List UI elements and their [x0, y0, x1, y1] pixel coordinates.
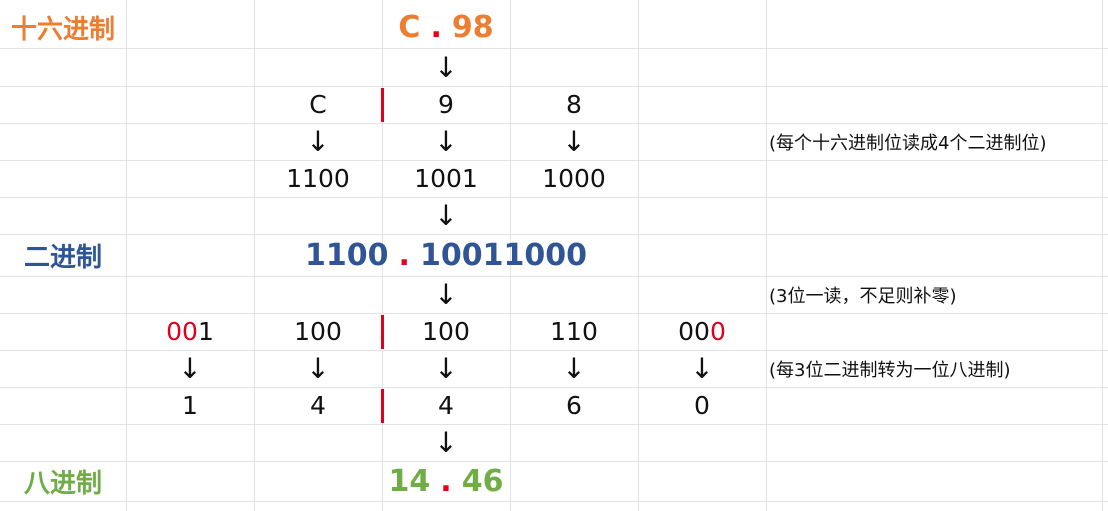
down-arrow: ↓	[434, 426, 458, 459]
oct-digit: 6	[566, 391, 582, 420]
zero-pad: 00	[166, 317, 198, 346]
down-arrow: ↓	[434, 352, 458, 385]
grid-row-line	[0, 234, 1108, 235]
note-hex-to-bin: (每个十六进制位读成4个二进制位)	[769, 132, 1047, 154]
grid-row-line	[0, 387, 1108, 388]
oct-int: 14	[388, 463, 431, 499]
group-digits: 1	[197, 317, 214, 346]
grid-row-line	[0, 350, 1108, 351]
note-bin-to-oct: (每3位二进制转为一位八进制)	[769, 359, 1011, 381]
bin-nibble: 1100	[286, 164, 350, 193]
grid-row-line	[0, 313, 1108, 314]
group-digits: 110	[550, 317, 598, 346]
oct-digit: 0	[694, 391, 710, 420]
grid-row-line	[0, 461, 1108, 462]
down-arrow: ↓	[178, 352, 202, 385]
grid-col-line	[1102, 0, 1103, 511]
bin-frac: 10011000	[419, 237, 587, 273]
oct-digit: 4	[310, 391, 326, 420]
bin-value: 1100 . 10011000	[254, 234, 638, 276]
radix-point-marker	[381, 389, 384, 423]
down-arrow: ↓	[306, 352, 330, 385]
grid-row-line	[0, 123, 1108, 124]
grid-col-line	[382, 0, 383, 511]
down-arrow: ↓	[306, 125, 330, 158]
bin-int: 1100	[305, 237, 389, 273]
grid-row-line	[0, 160, 1108, 161]
grid-col-line	[126, 0, 127, 511]
bin-nibble: 1000	[542, 164, 606, 193]
hex-digit: C	[309, 90, 327, 119]
down-arrow: ↓	[690, 352, 714, 385]
down-arrow: ↓	[434, 199, 458, 232]
hex-frac: 98	[451, 9, 494, 45]
grid-row-line	[0, 197, 1108, 198]
hex-int: C	[398, 9, 421, 45]
down-arrow: ↓	[434, 125, 458, 158]
grid-col-line	[254, 0, 255, 511]
bin-label: 二进制	[23, 242, 102, 273]
grid-row-line	[0, 276, 1108, 277]
bit-group: 110	[510, 313, 638, 350]
grid-row-line	[0, 86, 1108, 87]
group-digits: 00	[678, 317, 710, 346]
grid-row-line	[0, 48, 1108, 49]
note-group: (3位一读，不足则补零)	[769, 285, 957, 307]
grid-row-line	[0, 424, 1108, 425]
zero-pad: 0	[709, 317, 726, 346]
bit-group: 100	[254, 313, 382, 350]
bit-group: 100	[382, 313, 510, 350]
down-arrow: ↓	[562, 125, 586, 158]
oct-label: 八进制	[23, 468, 102, 499]
oct-dot: .	[440, 463, 452, 499]
hex-value: C . 98	[254, 6, 638, 48]
hex-digit: 9	[438, 90, 454, 119]
down-arrow: ↓	[434, 50, 458, 84]
bit-group: 00 1	[126, 313, 254, 350]
group-digits: 100	[422, 317, 470, 346]
group-digits: 100	[294, 317, 342, 346]
hex-label: 十六进制	[10, 14, 115, 45]
grid-col-line	[638, 0, 639, 511]
radix-point-marker	[381, 315, 384, 349]
down-arrow: ↓	[434, 278, 458, 311]
oct-frac: 46	[461, 463, 504, 499]
radix-point-marker	[381, 88, 384, 122]
bin-nibble: 1001	[414, 164, 478, 193]
bin-dot: .	[398, 237, 410, 273]
hex-digit: 8	[566, 90, 582, 119]
grid-row-line	[0, 501, 1108, 502]
down-arrow: ↓	[562, 352, 586, 385]
hex-dot: .	[430, 9, 442, 45]
grid-col-line	[766, 0, 767, 511]
oct-digit: 4	[438, 391, 454, 420]
oct-value: 14 . 46	[254, 461, 638, 501]
bit-group: 00 0	[638, 313, 766, 350]
grid-col-line	[510, 0, 511, 511]
oct-digit: 1	[182, 391, 198, 420]
